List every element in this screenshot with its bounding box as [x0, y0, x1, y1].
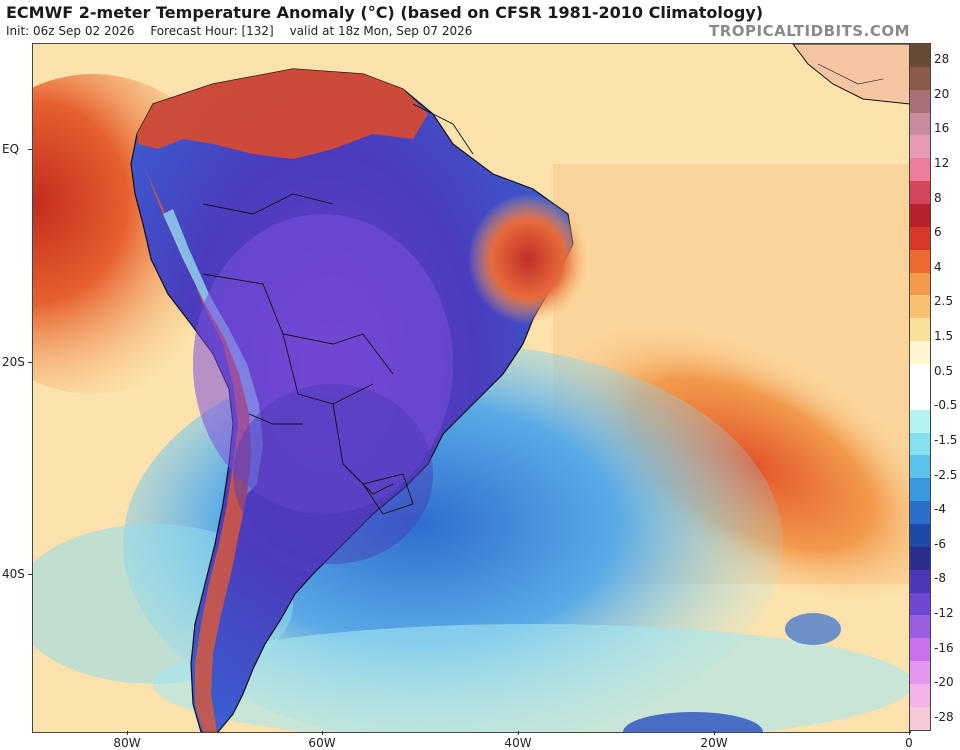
- colorbar-swatch: [910, 341, 930, 365]
- colorbar-swatch: [910, 478, 930, 502]
- init-time: Init: 06z Sep 02 2026: [6, 24, 135, 38]
- colorbar-swatch: [910, 455, 930, 479]
- interior-cold-core: [193, 214, 453, 514]
- lat-tick-eq: [28, 149, 32, 150]
- colorbar-label: -0.5: [934, 398, 958, 413]
- colorbar-label: 12: [934, 155, 950, 170]
- colorbar-label: 0.5: [934, 363, 954, 378]
- border-peru-bolivia: [202, 273, 394, 375]
- colorbar-swatch: [910, 592, 930, 616]
- colorbar-label: 1.5: [934, 329, 954, 344]
- africa-borders: [817, 63, 884, 85]
- colorbar-swatch: [910, 318, 930, 342]
- ne-brazil-warm-anomaly: [468, 194, 588, 324]
- colorbar: [909, 43, 931, 731]
- colorbar-swatch: [910, 638, 930, 662]
- forecast-hour: Forecast Hour: [132]: [150, 24, 274, 38]
- border-uruguay: [362, 473, 414, 515]
- brand-watermark: TROPICALTIDBITS.COM: [709, 22, 910, 40]
- colorbar-swatch: [910, 158, 930, 182]
- colorbar-swatch: [910, 364, 930, 387]
- colorbar-swatch: [910, 181, 930, 205]
- colorbar-swatch: [910, 546, 930, 570]
- lon-tick-20w: [714, 731, 715, 735]
- lon-tick-80w: [127, 731, 128, 735]
- lon-label-40w: 40W: [504, 736, 532, 750]
- lat-tick-20s: [28, 362, 32, 363]
- colorbar-swatch: [910, 501, 930, 525]
- colorbar-label: -20: [934, 675, 954, 690]
- colorbar-swatch: [910, 112, 930, 136]
- colorbar-swatch: [910, 569, 930, 593]
- colorbar-swatch: [910, 204, 930, 227]
- colorbar-label: 20: [934, 86, 950, 101]
- colorbar-swatch: [910, 295, 930, 319]
- colorbar-swatch: [910, 249, 930, 273]
- colorbar-swatch: [910, 684, 930, 707]
- colorbar-label: -16: [934, 640, 954, 655]
- lon-label-60w: 60W: [308, 736, 336, 750]
- colorbar-swatch: [910, 66, 930, 90]
- southern-edge-cold: [623, 712, 763, 732]
- colorbar-swatch: [910, 272, 930, 296]
- lat-tick-40s: [28, 574, 32, 575]
- lon-tick-60w: [322, 731, 323, 735]
- anomaly-map-svg: [33, 44, 910, 732]
- lat-label-40s: 40S: [2, 567, 25, 581]
- south-atlantic-cold-spot: [785, 613, 841, 645]
- colorbar-swatch: [910, 89, 930, 113]
- lat-label-eq: EQ: [2, 142, 20, 156]
- colorbar-label: -2.5: [934, 467, 958, 482]
- border-argentina-north: [332, 403, 394, 495]
- southern-cool-band: [153, 624, 910, 732]
- border-north: [202, 193, 334, 215]
- colorbar-swatch: [910, 615, 930, 639]
- colorbar-label: -12: [934, 606, 954, 621]
- map-subtitle: Init: 06z Sep 02 2026 Forecast Hour: [13…: [6, 24, 484, 38]
- colorbar-label: 16: [934, 121, 950, 136]
- northern-coast-warm-anomaly: [137, 69, 428, 159]
- country-borders: [202, 103, 474, 515]
- africa-landmass: [792, 44, 910, 105]
- border-chile-argentina: [248, 413, 303, 425]
- lat-label-20s: 20S: [2, 355, 25, 369]
- colorbar-label: 4: [934, 259, 942, 274]
- colorbar-label: -28: [934, 710, 954, 724]
- colorbar-label: -1.5: [934, 432, 958, 447]
- colorbar-swatch: [910, 44, 930, 67]
- border-bolivia-paraguay: [282, 333, 374, 405]
- map-title: ECMWF 2-meter Temperature Anomaly (°C) (…: [6, 3, 764, 22]
- lon-label-20w: 20W: [700, 736, 728, 750]
- colorbar-swatch: [910, 706, 930, 730]
- andes-warm-strip: [143, 164, 251, 732]
- colorbar-label: 2.5: [934, 294, 954, 309]
- colorbar-label: -8: [934, 571, 946, 586]
- colorbar-swatch: [910, 409, 930, 433]
- colorbar-swatch: [910, 661, 930, 685]
- colorbar-swatch: [910, 226, 930, 250]
- valid-time: valid at 18z Mon, Sep 07 2026: [289, 24, 473, 38]
- lon-label-80w: 80W: [113, 736, 141, 750]
- southern-cold-core: [233, 384, 433, 564]
- colorbar-label: -6: [934, 536, 946, 551]
- colorbar-swatch: [910, 524, 930, 547]
- colorbar-label: -4: [934, 502, 946, 517]
- lon-tick-40w: [518, 731, 519, 735]
- colorbar-swatch: [910, 135, 930, 159]
- anomaly-map: [32, 43, 911, 733]
- colorbar-swatch: [910, 432, 930, 456]
- colorbar-label: 28: [934, 52, 950, 66]
- lon-tick-0: [909, 731, 910, 735]
- colorbar-label: 8: [934, 190, 942, 205]
- lon-label-0: 0: [905, 736, 913, 750]
- colorbar-swatch: [910, 386, 930, 410]
- border-guianas: [412, 103, 474, 155]
- colorbar-label: 6: [934, 225, 942, 240]
